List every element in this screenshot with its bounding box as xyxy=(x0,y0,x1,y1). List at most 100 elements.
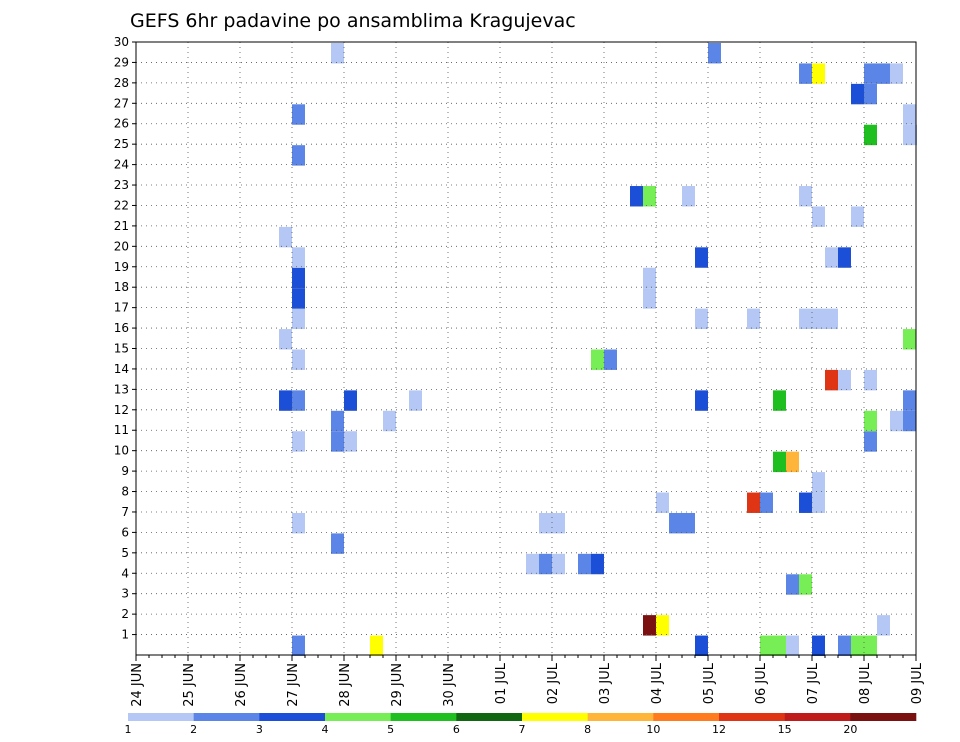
precip-cell xyxy=(630,186,643,207)
precip-cell xyxy=(773,390,786,411)
chart-title: GEFS 6hr padavine po ansamblima Kragujev… xyxy=(130,10,576,32)
precip-cell xyxy=(864,83,877,105)
x-tick-label: 02 JUL xyxy=(546,662,561,704)
precip-cell xyxy=(383,410,396,432)
precip-cell xyxy=(864,431,877,452)
y-tick-label: 25 xyxy=(114,137,129,151)
y-tick-label: 6 xyxy=(121,525,129,539)
precip-cell xyxy=(539,512,552,534)
precip-cell xyxy=(656,615,669,636)
y-tick-label: 3 xyxy=(121,587,129,601)
y-tick-label: 8 xyxy=(121,485,129,499)
x-tick-label: 01 JUL xyxy=(494,662,509,704)
precip-cell xyxy=(292,390,305,411)
precip-cell xyxy=(279,226,292,248)
y-tick-label: 7 xyxy=(121,505,129,519)
legend-label: 3 xyxy=(256,723,263,736)
precip-cell xyxy=(760,635,773,656)
x-tick-label: 25 JUN xyxy=(182,663,197,707)
legend-label: 8 xyxy=(584,723,591,736)
y-tick-label: 28 xyxy=(114,76,129,90)
precip-cell xyxy=(331,533,344,554)
precip-cell xyxy=(851,635,864,656)
precip-cell xyxy=(292,145,305,166)
precip-cell xyxy=(292,288,305,309)
x-tick-label: 08 JUL xyxy=(858,662,873,704)
precip-cell xyxy=(643,288,656,309)
legend-label: 4 xyxy=(322,723,329,736)
precip-cell xyxy=(786,451,799,473)
legend-label: 5 xyxy=(387,723,394,736)
legend-swatch xyxy=(193,713,260,721)
y-tick-label: 26 xyxy=(114,117,129,131)
precip-cell xyxy=(695,247,708,268)
color-legend: 1 2 3 4 5 6 7 8 10 12 15 20 xyxy=(125,713,917,736)
legend-swatch xyxy=(128,713,194,721)
y-tick-label: 1 xyxy=(121,628,129,642)
precip-cell xyxy=(279,329,292,350)
precip-cell xyxy=(344,431,357,452)
legend-label: 7 xyxy=(519,723,526,736)
grid-lines xyxy=(136,41,916,655)
x-tick-label: 04 JUL xyxy=(650,662,665,704)
y-tick-label: 18 xyxy=(114,280,129,294)
precip-cell xyxy=(578,553,591,575)
legend-label: 12 xyxy=(712,723,726,736)
legend-swatch xyxy=(587,713,654,721)
precip-cell xyxy=(591,349,604,370)
precip-cell xyxy=(903,329,916,350)
precip-cell xyxy=(552,553,565,575)
x-tick-label: 24 JUN xyxy=(130,663,145,707)
y-tick-label: 11 xyxy=(114,423,129,437)
precip-cell xyxy=(643,267,656,289)
x-tick-label: 06 JUL xyxy=(754,662,769,704)
precip-cell xyxy=(695,308,708,330)
y-tick-label: 22 xyxy=(114,198,129,212)
precip-cell xyxy=(331,431,344,452)
precip-cell xyxy=(279,390,292,411)
legend-swatch xyxy=(259,713,326,721)
legend-label: 10 xyxy=(646,723,660,736)
precip-cell xyxy=(643,186,656,207)
precip-cell xyxy=(760,492,773,513)
y-axis-ticks: 1234567891011121314151617181920212223242… xyxy=(114,35,136,642)
precip-cell xyxy=(695,390,708,411)
legend-label: 15 xyxy=(778,723,792,736)
precip-cell xyxy=(825,369,838,391)
precip-cell xyxy=(539,553,552,575)
y-tick-label: 19 xyxy=(114,260,129,274)
precip-cell xyxy=(838,369,851,391)
precip-cell xyxy=(331,43,344,64)
legend-label: 20 xyxy=(843,723,857,736)
legend-swatch xyxy=(653,713,720,721)
precip-cell xyxy=(526,553,539,575)
y-tick-label: 17 xyxy=(114,301,129,315)
precip-cell xyxy=(864,63,877,84)
precip-cell xyxy=(799,574,812,595)
precip-cell xyxy=(669,512,682,534)
y-tick-label: 21 xyxy=(114,219,129,233)
y-tick-label: 15 xyxy=(114,342,129,356)
y-tick-label: 9 xyxy=(121,464,129,478)
y-tick-label: 16 xyxy=(114,321,129,335)
precip-cell xyxy=(799,186,812,207)
y-tick-label: 13 xyxy=(114,382,129,396)
precip-cell xyxy=(682,186,695,207)
y-tick-label: 4 xyxy=(121,566,129,580)
precip-cell xyxy=(695,635,708,656)
precip-cell xyxy=(812,472,825,493)
precip-cell xyxy=(370,635,383,656)
legend-swatch xyxy=(456,713,523,721)
precip-cell xyxy=(903,124,916,146)
precip-cell xyxy=(903,390,916,411)
precip-cell xyxy=(292,247,305,268)
legend-swatch xyxy=(522,713,588,721)
legend-label: 2 xyxy=(190,723,197,736)
plot-frame xyxy=(135,41,917,656)
y-tick-label: 23 xyxy=(114,178,129,192)
precip-cell xyxy=(903,410,916,432)
precip-cell xyxy=(851,206,864,227)
precip-cell xyxy=(604,349,617,370)
precip-cell xyxy=(799,492,812,513)
legend-swatch xyxy=(325,713,391,721)
